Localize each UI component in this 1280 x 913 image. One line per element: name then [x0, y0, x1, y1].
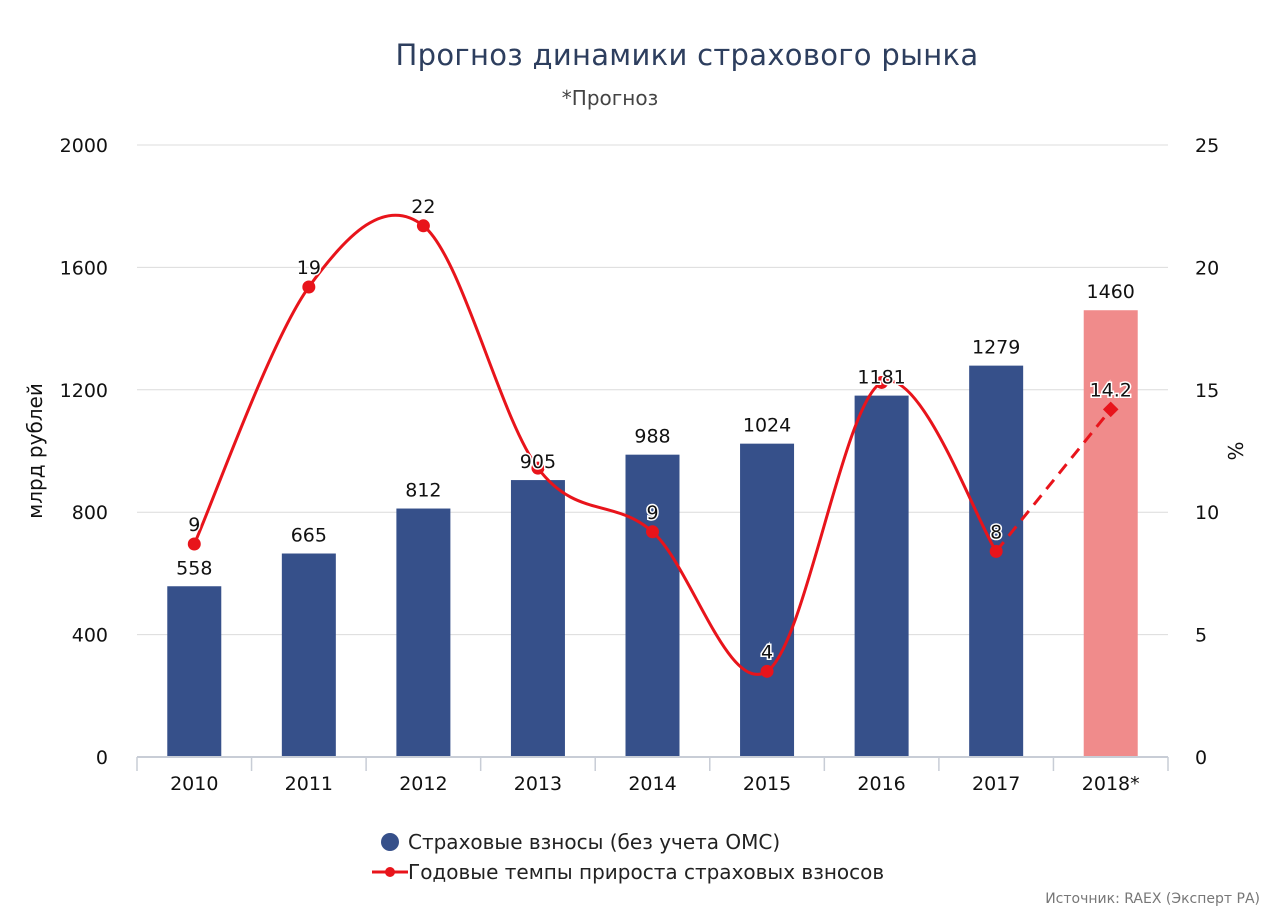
bar-value-label: 1460: [1087, 281, 1135, 303]
bar-value-label: 1181: [857, 367, 905, 389]
bar: [281, 553, 336, 757]
x-tick-label: 2015: [743, 773, 791, 795]
y2-tick-label: 10: [1195, 502, 1219, 524]
growth-point: [531, 461, 545, 475]
bar-value-label: 665: [291, 525, 327, 547]
x-tick-label: 2017: [972, 773, 1020, 795]
y2-tick-label: 0: [1195, 747, 1207, 769]
y2-tick-label: 25: [1195, 135, 1219, 157]
growth-point: [875, 375, 889, 389]
growth-point-forecast: [1102, 401, 1119, 418]
growth-value-label: 19: [297, 257, 321, 279]
growth-point: [187, 537, 201, 551]
y-tick-label: 1600: [60, 257, 108, 279]
bar: [740, 443, 795, 757]
bar-value-label: 812: [405, 480, 441, 502]
legend-item-bars: Страховые взносы (без учета ОМС): [372, 827, 884, 857]
x-tick-label: 2016: [857, 773, 905, 795]
growth-point: [989, 544, 1003, 558]
bar-value-label: 905: [520, 451, 556, 473]
bar: [854, 395, 909, 757]
source-note: Источник: RAEX (Эксперт РА): [1045, 891, 1260, 907]
y2-axis-label: %: [1223, 441, 1247, 460]
x-tick-label: 2011: [285, 773, 333, 795]
legend-item-line: Годовые темпы прироста страховых взносов: [372, 857, 884, 887]
legend: Страховые взносы (без учета ОМС) Годовые…: [372, 827, 884, 887]
growth-value-label: 22: [411, 196, 435, 218]
y-tick-label: 2000: [60, 135, 108, 157]
legend-line-icon: [372, 865, 408, 879]
growth-value-label: 4: [761, 641, 773, 663]
growth-point: [760, 664, 774, 678]
x-tick-label: 2013: [514, 773, 562, 795]
bar: [625, 454, 680, 757]
growth-point: [302, 280, 316, 294]
legend-circle-icon: [372, 831, 408, 853]
growth-value-label: 9: [188, 514, 200, 536]
bar: [1083, 310, 1138, 757]
y-axis-label: млрд рублей: [23, 383, 47, 519]
bar-value-label: 558: [176, 557, 212, 579]
y-tick-label: 1200: [60, 380, 108, 402]
growth-value-label: 8: [990, 521, 1002, 543]
y2-tick-label: 15: [1195, 380, 1219, 402]
x-tick-label: 2014: [628, 773, 676, 795]
bar: [969, 365, 1024, 757]
y-tick-label: 400: [72, 625, 108, 647]
growth-value-label: 14.2: [1090, 379, 1132, 401]
legend-label-line: Годовые темпы прироста страховых взносов: [408, 860, 885, 884]
y-tick-label: 0: [96, 747, 108, 769]
chart-subtitle: *Прогноз: [561, 86, 659, 110]
growth-line: [192, 213, 998, 676]
growth-line-forecast: [994, 408, 1112, 553]
x-tick-label: 2018*: [1082, 773, 1140, 795]
growth-point: [416, 219, 430, 233]
chart-title: Прогноз динамики страхового рынка: [395, 38, 979, 72]
x-tick-label: 2012: [399, 773, 447, 795]
x-tick-label: 2010: [170, 773, 218, 795]
bar-value-label: 1279: [972, 337, 1020, 359]
bar: [396, 508, 451, 757]
bar: [167, 586, 222, 757]
growth-value-label: 9: [646, 502, 658, 524]
legend-label-bars: Страховые взносы (без учета ОМС): [408, 830, 781, 854]
y-tick-label: 800: [72, 502, 108, 524]
bar-value-label: 988: [634, 426, 670, 448]
growth-point: [646, 525, 659, 539]
y2-tick-label: 5: [1195, 625, 1207, 647]
bar: [510, 480, 565, 757]
y2-tick-label: 20: [1195, 257, 1219, 279]
bar-value-label: 1024: [743, 415, 791, 437]
